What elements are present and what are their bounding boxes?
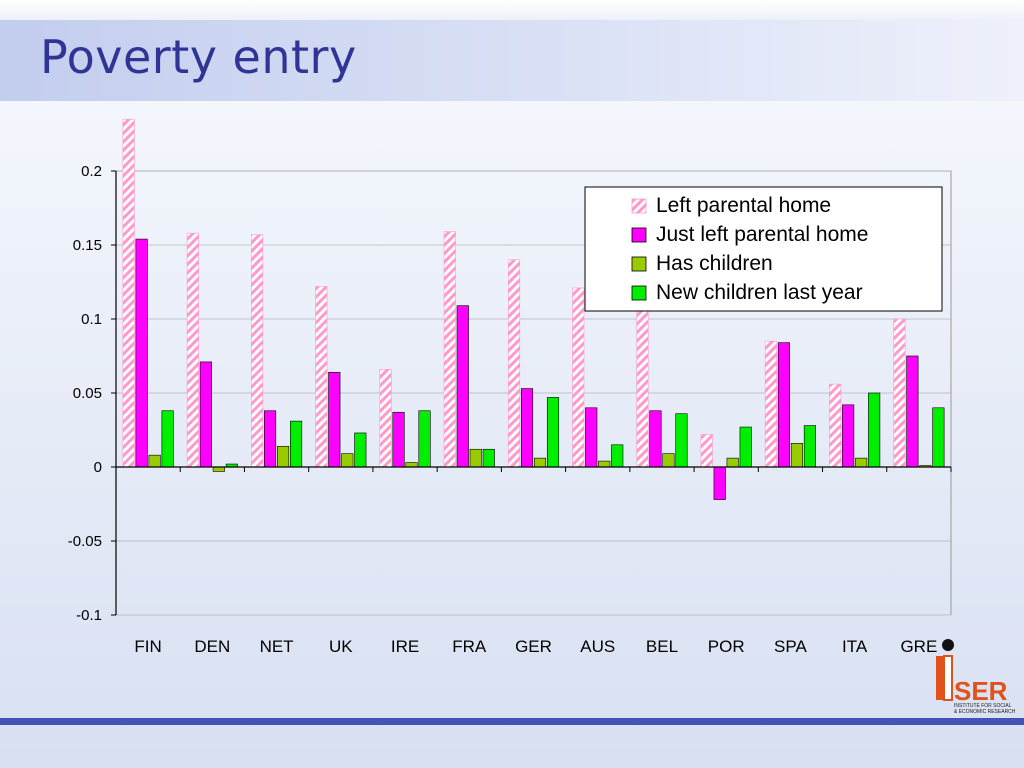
y-tick-label: 0.1 [81, 311, 102, 328]
legend-label: Has children [656, 252, 773, 275]
bar-net-series-3 [277, 445, 290, 468]
bar-ire-series-1 [379, 369, 392, 468]
legend-swatch [631, 285, 647, 301]
bar-ita-series-1 [829, 383, 842, 468]
bar-spa-series-3 [790, 443, 803, 468]
bar-fra-series-4 [482, 448, 495, 468]
bar-ire-series-3 [405, 462, 418, 468]
bar-ger-series-2 [520, 388, 534, 468]
bar-fin-series-3 [148, 454, 161, 468]
bar-den-series-2 [199, 361, 212, 468]
logo-dot [942, 639, 954, 651]
bar-gre-series-1 [893, 318, 906, 468]
logo-bar-2 [943, 655, 953, 701]
y-tick-label: 0 [94, 459, 102, 476]
y-tick-label: 0.2 [81, 163, 102, 180]
bar-aus-series-3 [598, 460, 611, 468]
x-tick-label: IRE [391, 637, 419, 656]
x-tick-label: GER [515, 637, 552, 656]
x-tick-label: AUS [580, 637, 615, 656]
bar-ita-series-4 [868, 392, 881, 468]
bar-den-series-1 [186, 232, 199, 468]
bar-gre-series-2 [906, 355, 919, 468]
bar-spa-series-1 [764, 340, 777, 468]
bar-uk-series-4 [354, 432, 367, 468]
x-tick-label: FRA [452, 637, 487, 656]
bar-por-series-3 [726, 457, 739, 468]
bar-ger-series-3 [533, 457, 547, 468]
bar-fra-series-1 [443, 231, 456, 468]
bar-ire-series-2 [392, 411, 405, 468]
slide-title: Poverty entry [40, 30, 357, 84]
bar-por-series-1 [700, 434, 713, 468]
bar-ita-series-3 [855, 457, 868, 468]
bar-fin-series-2 [135, 238, 148, 468]
bar-aus-series-1 [572, 287, 585, 468]
bar-uk-series-2 [328, 371, 341, 468]
x-tick-label: UK [329, 637, 353, 656]
y-tick-label: -0.05 [68, 533, 102, 550]
bar-uk-series-1 [315, 286, 328, 468]
bar-aus-series-4 [611, 444, 624, 468]
iser-logo: SER INSTITUTE FOR SOCIAL & ECONOMIC RESE… [936, 639, 1016, 715]
legend-swatch [631, 198, 647, 214]
x-tick-label: NET [260, 637, 294, 656]
bar-bel-series-2 [649, 410, 662, 468]
bar-net-series-4 [290, 420, 303, 468]
legend-swatch [631, 227, 647, 243]
legend-label: Left parental home [656, 194, 831, 217]
bar-ita-series-2 [842, 404, 855, 468]
bar-spa-series-4 [803, 425, 816, 468]
bar-spa-series-2 [777, 342, 790, 468]
bar-den-series-3 [212, 466, 225, 472]
bar-aus-series-2 [585, 407, 598, 468]
x-tick-label: DEN [194, 637, 230, 656]
x-tick-label: SPA [774, 637, 807, 656]
y-tick-label: 0.15 [73, 237, 102, 254]
bar-bel-series-3 [662, 453, 675, 468]
bar-por-series-4 [739, 426, 752, 468]
bottom-rule [0, 718, 1024, 725]
x-tick-label: ITA [842, 637, 868, 656]
bar-net-series-1 [251, 234, 264, 468]
logo-bar-1 [936, 656, 944, 700]
legend-label: Just left parental home [656, 223, 868, 246]
bar-ger-series-1 [507, 259, 521, 468]
bar-fra-series-2 [456, 305, 469, 468]
x-tick-label: BEL [646, 637, 678, 656]
bar-ger-series-4 [546, 397, 560, 468]
bar-net-series-2 [264, 410, 277, 468]
x-tick-label: GRE [900, 637, 937, 656]
top-bar [0, 0, 1024, 20]
x-tick-label: POR [708, 637, 745, 656]
title-band [0, 20, 1024, 101]
legend-swatch [631, 256, 647, 272]
bar-por-series-2 [713, 466, 726, 500]
bar-ire-series-4 [418, 410, 431, 468]
legend-label: New children last year [656, 281, 863, 304]
bar-uk-series-3 [341, 453, 354, 468]
bar-gre-series-4 [932, 407, 945, 468]
logo-subtitle-1: INSTITUTE FOR SOCIAL [954, 703, 1012, 709]
y-tick-label: -0.1 [76, 607, 102, 624]
y-tick-label: 0.05 [73, 385, 102, 402]
x-tick-label: FIN [134, 637, 161, 656]
bar-fin-series-4 [161, 410, 174, 468]
bar-fra-series-3 [469, 448, 482, 468]
logo-wordmark: SER [954, 676, 1008, 706]
bar-fin-series-1 [122, 118, 135, 468]
logo-subtitle-2: & ECONOMIC RESEARCH [954, 709, 1016, 715]
bar-bel-series-4 [675, 413, 688, 468]
